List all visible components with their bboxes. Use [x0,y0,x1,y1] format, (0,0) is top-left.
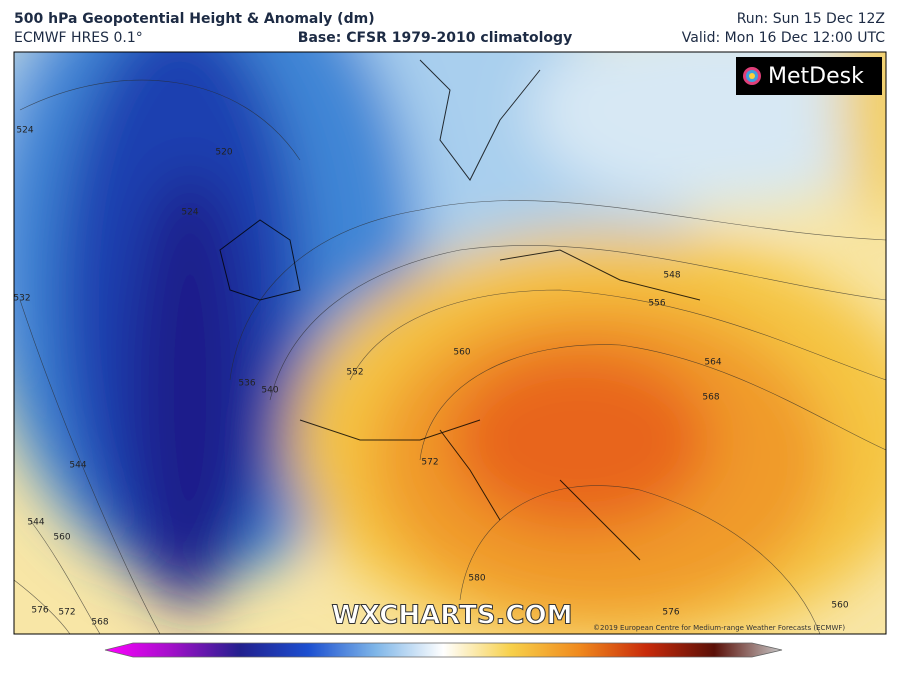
copyright: ©2019 European Centre for Medium-range W… [593,624,845,632]
contour-label: 524 [16,126,33,136]
contour-label: 572 [421,458,438,468]
contour-label: 576 [662,608,679,618]
contour-label: 544 [27,518,44,528]
logo: MetDesk [768,64,864,89]
contour-label: 560 [53,533,70,543]
contour-label: 556 [648,299,665,309]
run: Run: Sun 15 Dec 12Z [737,11,885,27]
contour-label: 552 [346,368,363,378]
watermark: WXCHARTS.COM [331,601,572,631]
contour-label: 560 [453,348,470,358]
contour-label: 580 [468,574,485,584]
map: 524 520 524 532 536 540 544 548 552 556 560 564 568 5… [13,52,886,634]
valid: Valid: Mon 16 Dec 12:00 UTC [682,30,885,46]
contour-label: 524 [181,208,198,218]
contour-label: 520 [215,148,232,158]
colorbar [104,642,783,658]
contour-label: 532 [13,294,30,304]
contour-label: 560 [831,601,848,611]
contour-label: 564 [704,358,721,368]
contour-label: 568 [702,393,719,403]
contour-label: 568 [91,618,108,628]
contour-label: 548 [663,271,680,281]
logo-icon [743,67,761,85]
base: Base: CFSR 1979-2010 climatology [298,30,572,46]
contour-label: 544 [69,461,86,471]
contour-label: 576 [31,606,48,616]
contour-label: 540 [261,386,278,396]
model: ECMWF HRES 0.1° [14,30,143,46]
contour-label: 572 [58,608,75,618]
title: 500 hPa Geopotential Height & Anomaly (d… [14,11,375,27]
contour-label: 536 [238,379,255,389]
